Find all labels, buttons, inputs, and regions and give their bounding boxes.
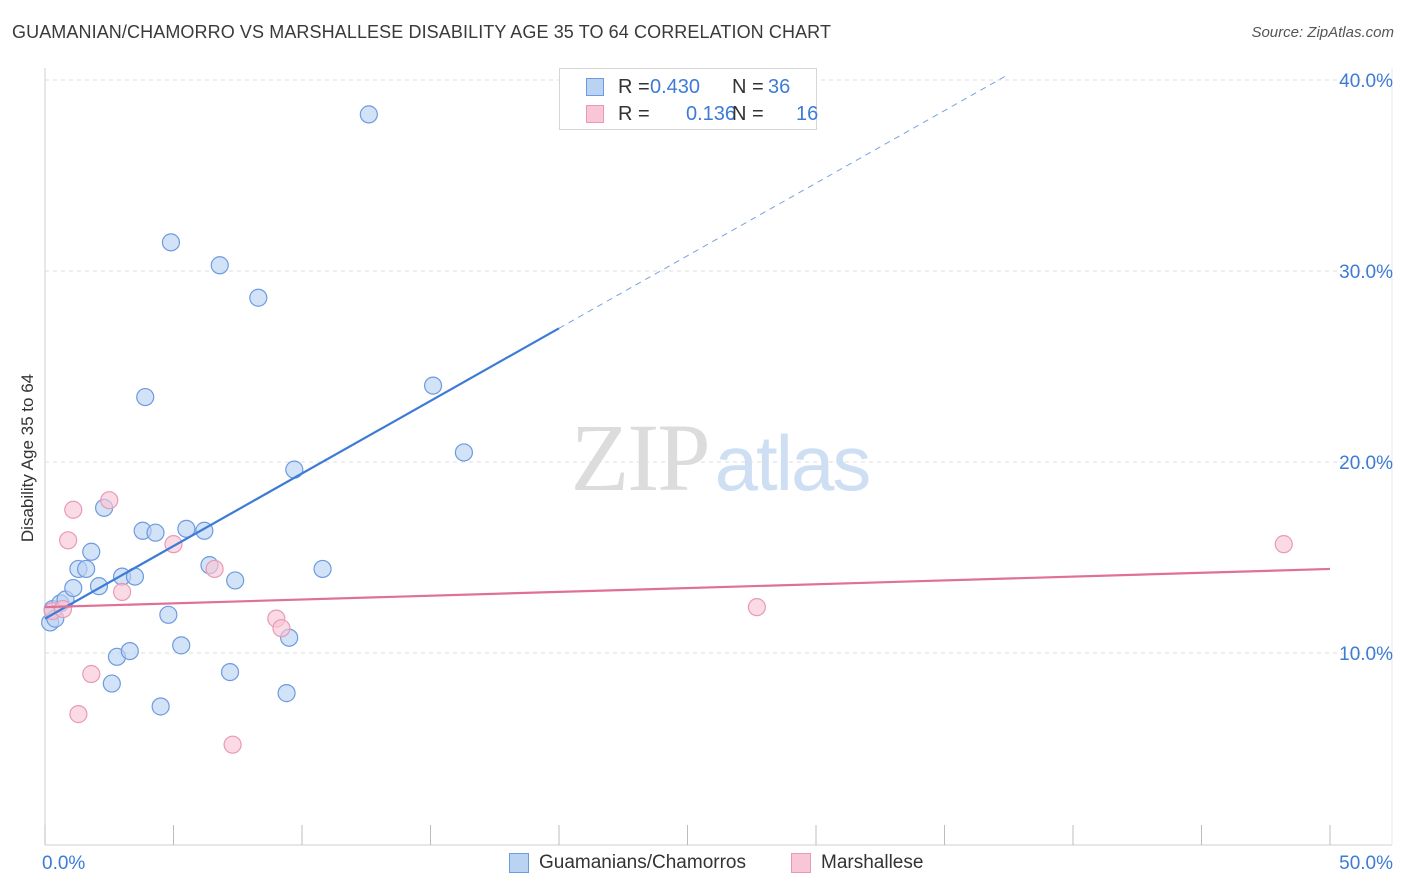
data-point [100, 491, 119, 510]
data-point [423, 376, 443, 395]
bottom-legend-label-marshallese: Marshallese [821, 852, 924, 873]
legend-r-value: 0.136 [686, 103, 737, 125]
series-marshallese [43, 491, 1293, 754]
legend-swatch-guamanian [586, 78, 604, 96]
chart-title: GUAMANIAN/CHAMORRO VS MARSHALLESE DISABI… [12, 22, 832, 42]
data-point [205, 559, 224, 579]
data-point [223, 735, 242, 754]
correlation-legend: R = 0.430 N = 36 R = 0.136 N = 16 [559, 68, 819, 130]
data-point [69, 705, 88, 724]
legend-n-value: 16 [796, 103, 819, 125]
data-point [77, 559, 96, 579]
y-tick-label: 40.0% [1339, 71, 1393, 92]
data-point [272, 619, 291, 638]
data-point [136, 387, 155, 407]
data-point [249, 288, 268, 307]
data-point [359, 105, 378, 124]
x-tick-label: 0.0% [42, 853, 85, 874]
data-point [177, 519, 196, 538]
data-point [313, 559, 332, 579]
data-point [454, 443, 474, 462]
watermark-atlas: atlas [715, 419, 870, 507]
legend-swatch-marshallese [586, 105, 604, 123]
data-point [64, 578, 83, 598]
data-point [82, 664, 101, 684]
series-guamanian [41, 105, 474, 716]
data-point [82, 542, 101, 561]
y-tick-label: 30.0% [1339, 262, 1393, 283]
data-point [220, 662, 240, 682]
trend-line-guamanian-extension [558, 73, 1009, 329]
data-point [277, 684, 296, 703]
watermark: ZIPatlas [571, 404, 870, 511]
legend-n-value: 36 [768, 76, 791, 98]
source-label: Source: ZipAtlas.com [1251, 24, 1394, 41]
legend-r-value: 0.430 [650, 76, 701, 98]
data-point [159, 605, 178, 624]
legend-n-label: N = [732, 76, 764, 98]
trend-line-guamanian [44, 327, 560, 620]
bottom-legend-swatch-guamanian [509, 853, 529, 873]
data-point [146, 523, 165, 542]
y-tick-label: 20.0% [1339, 453, 1393, 474]
y-axis-label: Disability Age 35 to 64 [18, 373, 37, 543]
y-tick-label: 10.0% [1339, 644, 1393, 665]
data-point [102, 674, 121, 693]
legend-n-label: N = [732, 103, 764, 125]
data-point [151, 697, 170, 716]
data-point [161, 233, 181, 252]
data-point [64, 500, 83, 519]
data-point [226, 571, 245, 590]
x-tick-label: 50.0% [1339, 853, 1393, 874]
bottom-legend-swatch-marshallese [791, 853, 811, 873]
data-point [120, 641, 139, 661]
bottom-legend-label-guamanian: Guamanians/Chamorros [539, 852, 746, 873]
data-point [59, 531, 78, 550]
trend-line-marshallese [44, 567, 1331, 609]
legend-r-label: R = [618, 76, 650, 98]
legend-r-label: R = [618, 103, 650, 125]
data-point [747, 598, 766, 617]
data-point [210, 256, 229, 275]
watermark-zip: ZIP [571, 404, 709, 511]
data-point [172, 636, 191, 655]
data-point [112, 582, 132, 601]
data-point [1274, 535, 1293, 554]
